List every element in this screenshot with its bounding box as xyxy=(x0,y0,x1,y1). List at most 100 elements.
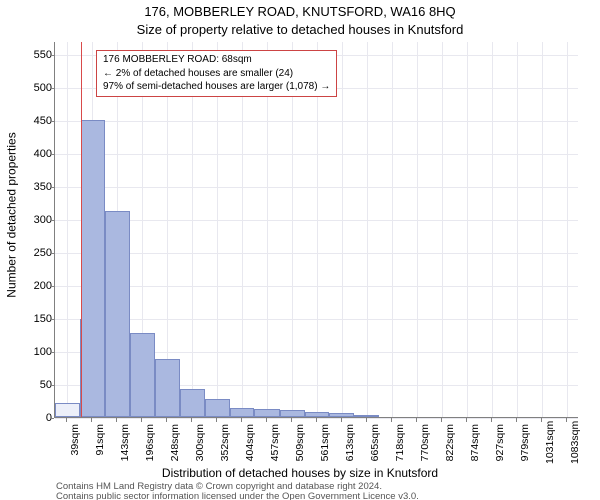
x-tick-label: 196sqm xyxy=(144,424,156,464)
x-tick-label: 665sqm xyxy=(369,424,381,464)
gridline-vertical xyxy=(342,42,343,417)
y-tick-label: 0 xyxy=(22,412,52,424)
callout-line: ← 2% of detached houses are smaller (24) xyxy=(103,67,330,81)
x-tick-label: 457sqm xyxy=(269,424,281,464)
gridline-vertical xyxy=(367,42,368,417)
x-tick-mark xyxy=(566,418,567,422)
y-tick-mark xyxy=(50,121,54,122)
y-tick-label: 200 xyxy=(22,280,52,292)
x-tick-mark xyxy=(66,418,67,422)
x-tick-mark xyxy=(491,418,492,422)
callout-line: 176 MOBBERLEY ROAD: 68sqm xyxy=(103,53,330,67)
y-axis-label-text: Number of detached properties xyxy=(5,132,19,297)
x-tick-mark xyxy=(441,418,442,422)
y-axis-label: Number of detached properties xyxy=(4,0,20,430)
x-tick-label: 1031sqm xyxy=(544,424,556,464)
subject-property-line xyxy=(81,42,82,417)
gridline-vertical xyxy=(442,42,443,417)
gridline-vertical xyxy=(217,42,218,417)
x-axis-label: Distribution of detached houses by size … xyxy=(0,466,600,480)
y-tick-mark xyxy=(50,319,54,320)
histogram-bar xyxy=(254,409,279,417)
histogram-bar xyxy=(205,399,230,417)
x-tick-label: 248sqm xyxy=(169,424,181,464)
x-tick-label: 718sqm xyxy=(394,424,406,464)
y-tick-label: 550 xyxy=(22,49,52,61)
histogram-bar xyxy=(230,408,255,417)
page-title-line2: Size of property relative to detached ho… xyxy=(0,22,600,37)
histogram-bar xyxy=(305,412,330,417)
x-tick-mark xyxy=(191,418,192,422)
chart-plot-area xyxy=(54,42,578,418)
x-tick-mark xyxy=(316,418,317,422)
gridline-vertical xyxy=(492,42,493,417)
gridline-vertical xyxy=(542,42,543,417)
gridline-vertical xyxy=(467,42,468,417)
y-tick-mark xyxy=(50,88,54,89)
x-tick-label: 143sqm xyxy=(119,424,131,464)
gridline-vertical xyxy=(192,42,193,417)
histogram-bar xyxy=(329,413,354,417)
x-tick-label: 39sqm xyxy=(69,424,81,464)
y-tick-label: 100 xyxy=(22,346,52,358)
x-tick-label: 404sqm xyxy=(244,424,256,464)
gridline-vertical xyxy=(292,42,293,417)
gridline-vertical xyxy=(267,42,268,417)
x-tick-mark xyxy=(541,418,542,422)
x-tick-mark xyxy=(91,418,92,422)
x-tick-mark xyxy=(266,418,267,422)
histogram-bar xyxy=(105,211,130,417)
x-tick-label: 509sqm xyxy=(294,424,306,464)
x-tick-mark xyxy=(166,418,167,422)
y-tick-label: 150 xyxy=(22,313,52,325)
x-tick-mark xyxy=(391,418,392,422)
x-tick-label: 91sqm xyxy=(94,424,106,464)
y-tick-mark xyxy=(50,418,54,419)
gridline-vertical xyxy=(67,42,68,417)
x-tick-mark xyxy=(416,418,417,422)
x-tick-label: 613sqm xyxy=(344,424,356,464)
x-tick-mark xyxy=(216,418,217,422)
x-tick-label: 352sqm xyxy=(219,424,231,464)
histogram-bar xyxy=(180,389,205,417)
y-tick-mark xyxy=(50,187,54,188)
y-tick-mark xyxy=(50,154,54,155)
y-tick-label: 50 xyxy=(22,379,52,391)
histogram-bar xyxy=(280,410,305,417)
histogram-bar xyxy=(81,120,104,417)
x-tick-mark xyxy=(141,418,142,422)
x-tick-mark xyxy=(116,418,117,422)
histogram-bar xyxy=(354,415,379,417)
y-tick-label: 500 xyxy=(22,82,52,94)
y-tick-mark xyxy=(50,352,54,353)
y-tick-label: 250 xyxy=(22,247,52,259)
callout-line: 97% of semi-detached houses are larger (… xyxy=(103,80,330,94)
callout-box: 176 MOBBERLEY ROAD: 68sqm← 2% of detache… xyxy=(96,50,337,97)
y-tick-label: 350 xyxy=(22,181,52,193)
gridline-vertical xyxy=(392,42,393,417)
y-tick-label: 450 xyxy=(22,115,52,127)
x-tick-mark xyxy=(341,418,342,422)
x-tick-label: 561sqm xyxy=(319,424,331,464)
x-tick-mark xyxy=(291,418,292,422)
x-tick-mark xyxy=(241,418,242,422)
histogram-bar xyxy=(130,333,155,417)
x-tick-mark xyxy=(366,418,367,422)
histogram-bar xyxy=(55,403,80,418)
gridline-vertical xyxy=(242,42,243,417)
x-tick-label: 979sqm xyxy=(519,424,531,464)
y-tick-mark xyxy=(50,286,54,287)
y-tick-mark xyxy=(50,385,54,386)
y-tick-mark xyxy=(50,253,54,254)
y-tick-mark xyxy=(50,220,54,221)
gridline-vertical xyxy=(417,42,418,417)
gridline-vertical xyxy=(567,42,568,417)
histogram-bar xyxy=(155,359,180,417)
x-tick-label: 300sqm xyxy=(194,424,206,464)
y-tick-label: 300 xyxy=(22,214,52,226)
gridline-vertical xyxy=(317,42,318,417)
footnote-line2: Contains public sector information licen… xyxy=(56,492,596,500)
x-tick-label: 874sqm xyxy=(469,424,481,464)
gridline-vertical xyxy=(517,42,518,417)
page-title-line1: 176, MOBBERLEY ROAD, KNUTSFORD, WA16 8HQ xyxy=(0,4,600,19)
